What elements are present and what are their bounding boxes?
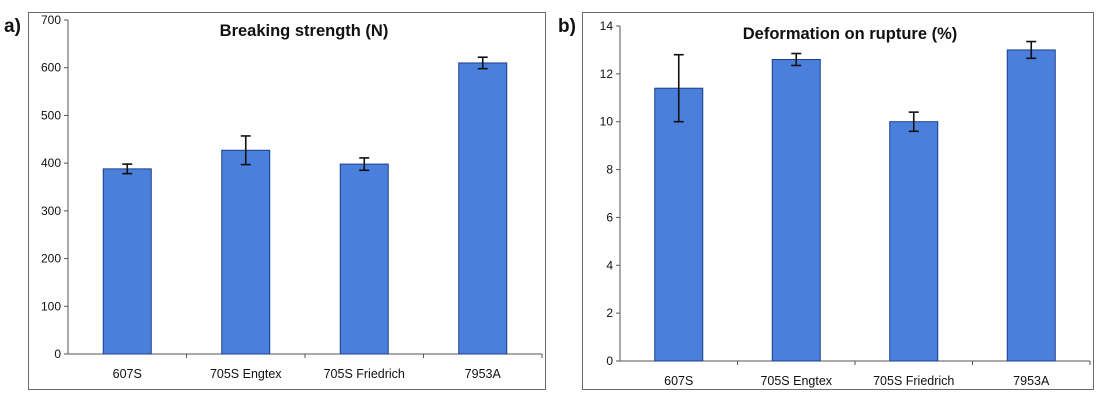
y-tick-label: 12	[600, 67, 614, 81]
y-tick-label: 400	[41, 156, 61, 170]
y-tick-label: 100	[41, 299, 61, 313]
x-category-label: 705S Friedrich	[873, 374, 954, 388]
y-tick-label: 10	[600, 115, 614, 129]
y-tick-label: 200	[41, 252, 61, 266]
bar	[771, 59, 821, 362]
chart-title: Deformation on rupture (%)	[743, 25, 958, 43]
bar-chart-svg: Deformation on rupture (%) 0 2 4 6 8 10 12 14 607…	[600, 19, 1091, 388]
y-tick-label: 14	[600, 19, 614, 33]
bar	[1006, 49, 1056, 362]
bar	[654, 87, 704, 362]
x-category-label: 7953A	[465, 367, 502, 381]
y-tick-label: 700	[41, 13, 61, 27]
bar	[339, 163, 389, 355]
y-tick-label: 300	[41, 204, 61, 218]
x-category-label: 7953A	[1013, 374, 1050, 388]
y-tick-label: 8	[606, 163, 613, 177]
chart-panel-deformation: b) Deformation on rupture (%) 0 2 4 6 8 10 12 14…	[558, 6, 1096, 392]
y-tick-label: 6	[606, 210, 613, 224]
y-tick-label: 500	[41, 108, 61, 122]
x-category-label: 705S Engtex	[760, 374, 832, 388]
bar	[102, 168, 152, 355]
x-category-label: 705S Friedrich	[324, 367, 405, 381]
y-tick-label: 0	[54, 347, 61, 361]
panel-label: b)	[558, 16, 576, 37]
bar	[458, 62, 508, 355]
bar	[889, 121, 939, 362]
x-category-label: 607S	[113, 367, 142, 381]
chart-title: Breaking strength (N)	[220, 22, 389, 40]
panel-label: a)	[4, 16, 21, 37]
x-category-label: 607S	[664, 374, 693, 388]
y-tick-label: 600	[41, 61, 61, 75]
y-tick-label: 4	[606, 258, 613, 272]
bar-chart-svg: Breaking strength (N) 0 100 200 300 400 500 600…	[41, 13, 543, 381]
bar	[221, 149, 271, 355]
y-tick-label: 0	[606, 354, 613, 368]
chart-panel-breaking-strength: a) Breaking strength (N) 0 100 200 300 400 500…	[4, 6, 548, 392]
x-category-label: 705S Engtex	[210, 367, 282, 381]
y-tick-label: 2	[606, 306, 613, 320]
